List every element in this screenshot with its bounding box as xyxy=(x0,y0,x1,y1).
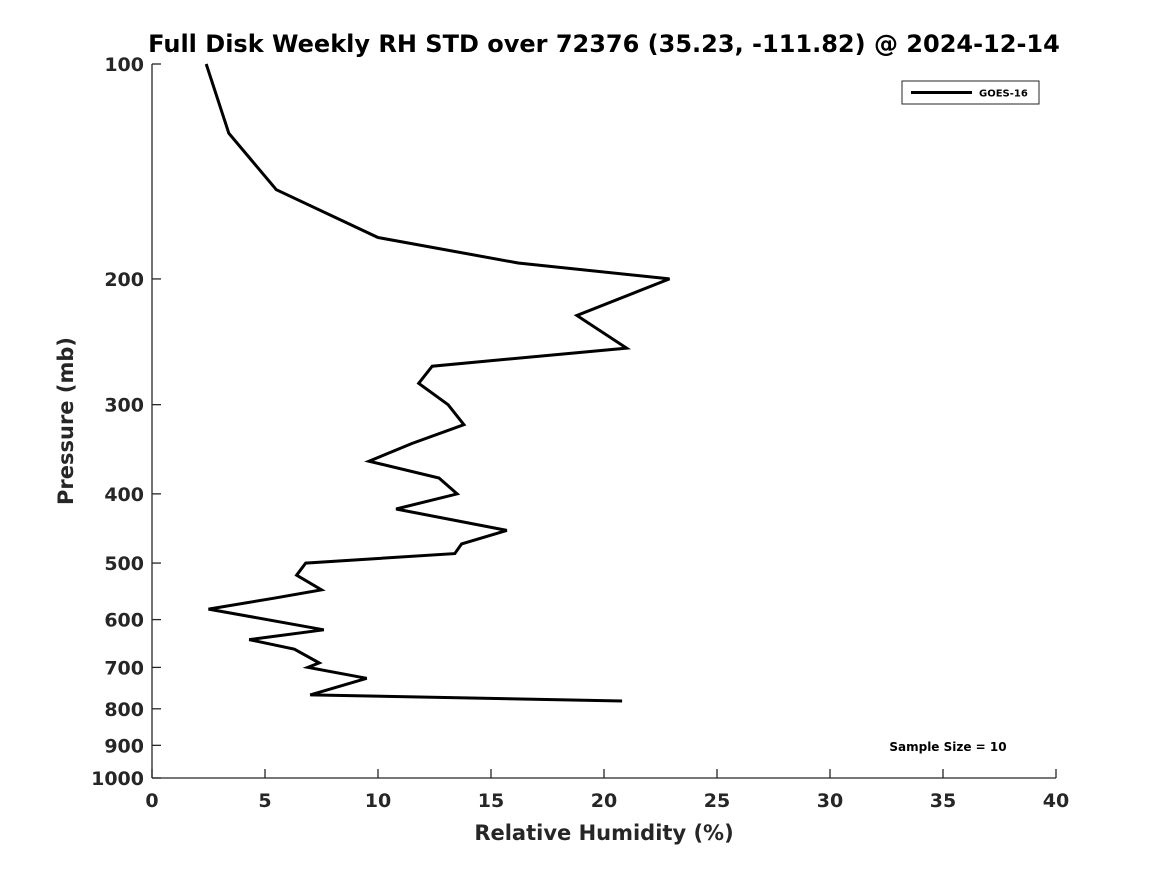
x-tick-label: 35 xyxy=(930,790,956,812)
x-tick-label: 30 xyxy=(817,790,843,812)
sample-size-annotation: Sample Size = 10 xyxy=(889,740,1006,754)
y-ticks: 100 200 300 400 500 600 700 800 900 1000 xyxy=(91,54,161,790)
x-tick-label: 15 xyxy=(478,790,504,812)
y-tick-label: 400 xyxy=(104,484,144,506)
chart-title: Full Disk Weekly RH STD over 72376 (35.2… xyxy=(148,30,1060,58)
x-tick-label: 20 xyxy=(591,790,617,812)
x-tick-label: 0 xyxy=(145,790,158,812)
x-tick-label: 40 xyxy=(1043,790,1069,812)
y-tick-label: 800 xyxy=(104,699,144,721)
y-tick-label: 100 xyxy=(104,54,144,76)
x-ticks: 0 5 10 15 20 25 30 35 40 xyxy=(145,769,1069,812)
y-axis-label: Pressure (mb) xyxy=(54,337,78,505)
legend-entry-goes-16: GOES-16 xyxy=(979,89,1028,100)
x-axis-label: Relative Humidity (%) xyxy=(474,821,733,845)
series-line-goes-16 xyxy=(204,63,671,703)
x-tick-label: 25 xyxy=(704,790,730,812)
y-tick-label: 900 xyxy=(104,735,144,757)
y-tick-label: 500 xyxy=(104,553,144,575)
legend: GOES-16 xyxy=(901,80,1040,105)
y-tick-label: 200 xyxy=(104,269,144,291)
y-tick-label: 300 xyxy=(104,395,144,417)
x-tick-label: 10 xyxy=(365,790,391,812)
x-tick-label: 5 xyxy=(258,790,271,812)
y-tick-label: 600 xyxy=(104,610,144,632)
y-tick-label: 1000 xyxy=(91,768,144,790)
y-tick-label: 700 xyxy=(104,657,144,679)
series-layer xyxy=(204,63,671,703)
